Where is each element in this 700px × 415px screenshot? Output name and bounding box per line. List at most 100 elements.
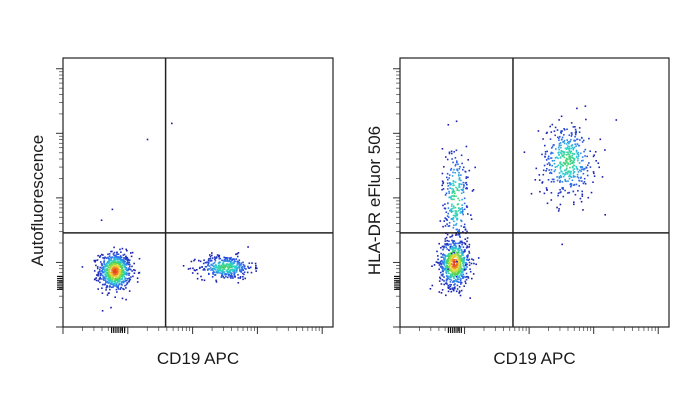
data-point (585, 167, 588, 169)
data-point (468, 250, 470, 253)
data-point (453, 267, 455, 270)
data-point (443, 276, 445, 278)
data-point (111, 250, 113, 253)
data-point (451, 271, 454, 274)
data-point (565, 180, 567, 183)
data-point (107, 261, 109, 263)
data-point (228, 269, 231, 272)
data-point (226, 271, 229, 274)
data-point (461, 189, 463, 191)
data-point (196, 277, 199, 280)
data-point (120, 268, 122, 271)
data-point (119, 263, 121, 265)
data-point (116, 262, 119, 264)
data-point (454, 157, 457, 159)
data-point (575, 151, 578, 153)
data-point (233, 260, 236, 263)
data-point (460, 192, 463, 195)
data-point (119, 260, 122, 263)
data-point (442, 204, 444, 207)
data-point (449, 183, 451, 186)
data-point (570, 159, 573, 162)
data-point (255, 270, 257, 272)
data-point (439, 277, 442, 280)
data-point (449, 182, 452, 185)
data-point (109, 285, 111, 287)
data-point (463, 258, 465, 261)
data-point (556, 179, 559, 182)
data-point (586, 170, 589, 172)
data-point (446, 223, 448, 225)
data-point (95, 279, 98, 282)
data-point (254, 267, 257, 270)
data-point (458, 189, 460, 192)
data-point (460, 154, 463, 157)
data-point (129, 263, 131, 266)
data-point (581, 166, 583, 168)
data-point (110, 265, 112, 267)
data-point (559, 142, 562, 144)
data-point (580, 152, 582, 155)
data-point (445, 275, 448, 277)
data-point (126, 257, 128, 260)
data-point (442, 267, 445, 270)
data-point (576, 153, 579, 155)
data-point (117, 288, 120, 290)
data-point (462, 269, 465, 272)
data-point (466, 266, 468, 268)
data-point (136, 277, 139, 279)
data-point (232, 269, 235, 271)
data-point (128, 261, 130, 264)
data-point (554, 157, 557, 159)
data-point (459, 264, 462, 266)
data-point (214, 269, 217, 271)
data-point (236, 264, 238, 266)
data-point (115, 279, 117, 281)
data-point (584, 105, 587, 107)
data-point (453, 168, 455, 171)
data-point (542, 173, 545, 176)
data-point (250, 271, 253, 274)
data-point (126, 282, 128, 284)
data-point (108, 276, 111, 278)
data-point (115, 288, 118, 291)
data-point (229, 258, 231, 260)
data-point (462, 181, 465, 184)
data-point (94, 259, 97, 262)
data-point (477, 257, 480, 259)
data-point (457, 276, 460, 278)
data-point (218, 269, 221, 271)
data-point (561, 154, 563, 157)
data-point (449, 187, 451, 189)
data-point (101, 264, 104, 266)
data-point (604, 149, 606, 151)
data-point (562, 172, 565, 175)
data-point (544, 144, 546, 147)
data-point (579, 139, 581, 141)
data-point (100, 261, 102, 263)
data-point (114, 269, 116, 271)
data-point (453, 214, 456, 217)
data-point (458, 183, 461, 186)
data-point (116, 268, 118, 270)
data-point (449, 247, 452, 250)
data-point (539, 190, 541, 193)
data-point (239, 270, 241, 272)
data-point (555, 148, 557, 150)
data-point (461, 212, 464, 214)
data-point (559, 174, 562, 177)
data-point (115, 255, 118, 258)
data-point (456, 242, 458, 245)
data-point (128, 259, 131, 262)
data-point (108, 260, 111, 262)
data-point (238, 266, 241, 268)
data-point (570, 172, 572, 175)
data-point (449, 258, 451, 261)
data-point (116, 272, 119, 275)
data-point (551, 123, 554, 126)
data-point (119, 274, 122, 277)
data-point (456, 228, 458, 231)
data-point (219, 272, 221, 274)
data-point (568, 158, 571, 160)
data-point (559, 168, 562, 170)
